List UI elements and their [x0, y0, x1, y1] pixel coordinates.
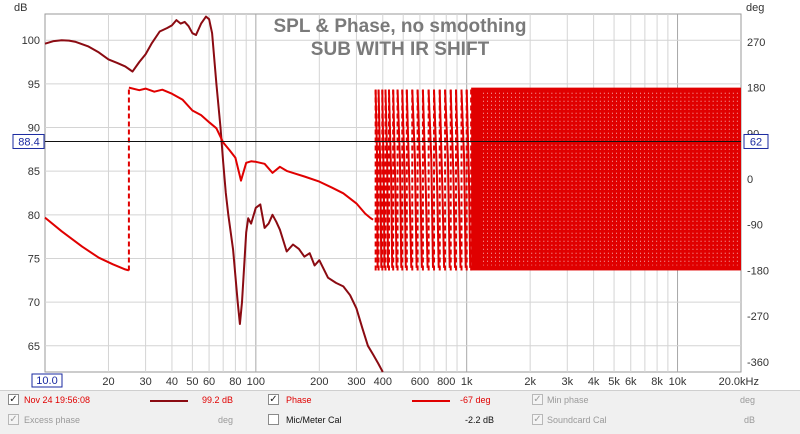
- soundcard-cal-label: Soundcard Cal: [547, 415, 607, 425]
- phase-wrap-segment: [374, 90, 379, 268]
- phase-wrap-segment: [444, 90, 451, 268]
- cursor-right-label: 62: [750, 136, 762, 148]
- phase-wrap-segment: [405, 90, 413, 268]
- right-tick-label: 0: [747, 174, 753, 186]
- phase-wrap-segment: [388, 90, 394, 268]
- x-tick-label: 6k: [625, 376, 637, 388]
- right-tick-label: -90: [747, 220, 763, 232]
- phase-trace: [44, 216, 130, 272]
- x-tick-label: 40: [166, 376, 178, 388]
- x-tick-label: 8k: [651, 376, 663, 388]
- chart-subtitle: SUB WITH IR SHIFT: [311, 39, 490, 60]
- left-tick-label: 95: [28, 79, 40, 91]
- measurement-swatch: [150, 400, 188, 402]
- x-tick-label: 200: [310, 376, 328, 388]
- mic-cal-checkbox[interactable]: [268, 414, 279, 425]
- legend-row-2: ✓ Excess phase deg Mic/Meter Cal -2.2 dB…: [0, 411, 800, 431]
- soundcard-cal-unit: dB: [744, 415, 756, 425]
- phase-wrap-segment: [411, 90, 418, 268]
- phase-label: Phase: [286, 395, 312, 405]
- x-tick-label: 60: [203, 376, 215, 388]
- left-tick-label: 90: [28, 123, 40, 135]
- measurement-value: 99.2 dB: [202, 395, 234, 405]
- min-phase-unit: deg: [740, 395, 756, 405]
- x-tick-label: 1k: [461, 376, 473, 388]
- x-tick-label: 10k: [669, 376, 687, 388]
- dense-phase-block: [471, 87, 741, 271]
- phase-wrap-segment: [455, 90, 462, 268]
- phase-wrap-segment: [396, 90, 403, 268]
- phase-checkbox[interactable]: ✓: [268, 394, 279, 405]
- legend-row-1: ✓ Nov 24 19:56:08 99.2 dB ✓ Phase -67 de…: [0, 391, 800, 411]
- phase-wrap-segment: [433, 90, 440, 268]
- left-tick-label: 75: [28, 253, 40, 265]
- cursor-left-label: 88.4: [18, 136, 39, 148]
- spl-phase-chart[interactable]: 65707580859095100-360-270-180-9009018027…: [0, 0, 800, 390]
- phase-value: -67 deg: [460, 395, 491, 405]
- min-phase-checkbox[interactable]: ✓: [532, 394, 543, 405]
- left-tick-label: 80: [28, 210, 40, 222]
- right-tick-label: -270: [747, 311, 769, 323]
- x-tick-label: 5k: [608, 376, 620, 388]
- x-tick-label: 100: [247, 376, 265, 388]
- x-tick-label: 80: [229, 376, 241, 388]
- phase-wrap-segment: [438, 90, 446, 268]
- phase-wrap-segment: [421, 90, 429, 268]
- x-tick-label: 2k: [524, 376, 536, 388]
- phase-wrap-segment: [449, 90, 456, 268]
- mic-cal-label: Mic/Meter Cal: [286, 415, 342, 425]
- chart-title: SPL & Phase, no smoothing: [273, 16, 526, 37]
- right-tick-label: 180: [747, 83, 765, 95]
- phase-wrap-segment: [377, 90, 383, 268]
- excess-phase-label: Excess phase: [24, 415, 81, 425]
- legend-panel: ✓ Nov 24 19:56:08 99.2 dB ✓ Phase -67 de…: [0, 390, 800, 434]
- x-tick-label: 20.0kHz: [719, 376, 759, 388]
- right-tick-label: -180: [747, 265, 769, 277]
- phase-wrap-segment: [460, 90, 467, 268]
- cursor[interactable]: 88.4 62 10.0: [12, 133, 769, 388]
- x-tick-label: 300: [347, 376, 365, 388]
- measurement-name: Nov 24 19:56:08: [24, 395, 91, 405]
- cursor-x-label: 10.0: [36, 375, 57, 387]
- x-tick-label: 30: [139, 376, 151, 388]
- phase-trace: [128, 86, 374, 221]
- axis-ticks: 65707580859095100-360-270-180-9009018027…: [22, 35, 769, 388]
- left-tick-label: 100: [22, 35, 40, 47]
- excess-phase-checkbox[interactable]: ✓: [8, 414, 19, 425]
- spl-trace: [44, 15, 384, 373]
- left-tick-label: 70: [28, 297, 40, 309]
- phase-wrap-segment: [465, 90, 472, 268]
- right-tick-label: 270: [747, 37, 765, 49]
- measurement-checkbox[interactable]: ✓: [8, 394, 19, 405]
- phase-wrap-segment: [416, 90, 423, 268]
- x-tick-label: 600: [411, 376, 429, 388]
- cursor-left-box: [12, 133, 45, 149]
- x-tick-label: 50: [186, 376, 198, 388]
- right-tick-label: -360: [747, 357, 769, 369]
- phase-wrap-segment: [381, 90, 386, 268]
- left-axis-unit: dB: [14, 2, 27, 14]
- phase-swatch: [412, 400, 450, 402]
- left-tick-label: 65: [28, 341, 40, 353]
- x-tick-label: 3k: [561, 376, 573, 388]
- min-phase-label: Min phase: [547, 395, 589, 405]
- phase-wrap-segment: [427, 90, 434, 268]
- right-axis-unit: deg: [746, 2, 764, 14]
- mic-cal-value: -2.2 dB: [465, 415, 495, 425]
- x-tick-label: 4k: [588, 376, 600, 388]
- left-tick-label: 85: [28, 166, 40, 178]
- soundcard-cal-checkbox[interactable]: ✓: [532, 414, 543, 425]
- series-layer: [44, 15, 741, 373]
- phase-wrap-segment: [384, 90, 389, 268]
- x-tick-label: 800: [437, 376, 455, 388]
- cursor-x-box: [31, 373, 63, 388]
- x-tick-label: 400: [374, 376, 392, 388]
- excess-phase-unit: deg: [218, 415, 234, 425]
- cursor-right-box: [743, 133, 769, 149]
- x-tick-label: 20: [102, 376, 114, 388]
- phase-wrap-segment: [401, 90, 407, 268]
- phase-wrap-segment: [392, 90, 398, 268]
